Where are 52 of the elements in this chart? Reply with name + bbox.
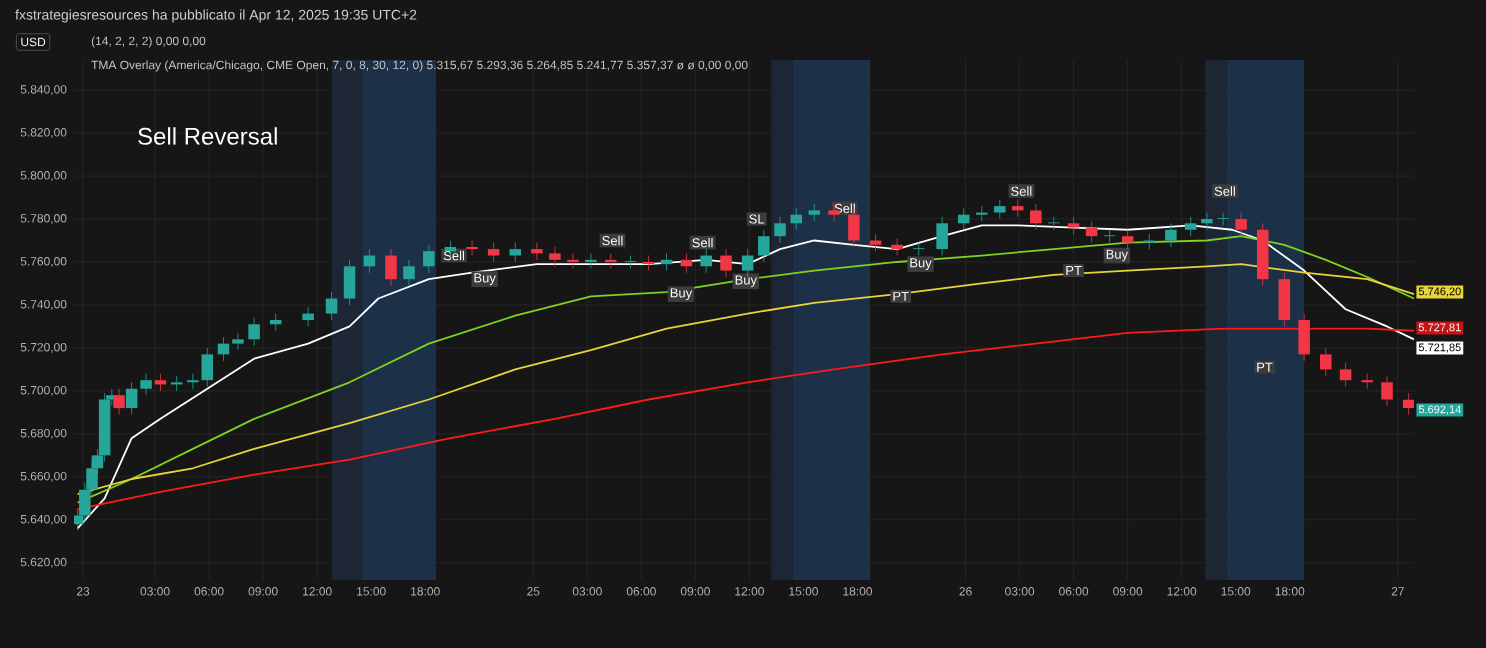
candlestick — [1012, 199, 1024, 218]
annotation: Sell Reversal — [138, 127, 277, 145]
candlestick — [1298, 313, 1310, 362]
candlestick — [531, 242, 543, 261]
candlestick — [423, 244, 435, 274]
candlestick — [758, 229, 770, 263]
candlestick — [549, 246, 561, 267]
candlestick — [248, 317, 260, 347]
candlestick — [1201, 212, 1213, 231]
candlestick — [201, 347, 214, 388]
candlestick — [1184, 216, 1197, 237]
candlestick — [700, 248, 712, 274]
candlestick — [1361, 373, 1373, 390]
candlestick — [585, 252, 597, 269]
candlestick — [976, 205, 988, 222]
candlestick — [343, 259, 356, 306]
candlestick — [487, 242, 500, 263]
candlestick — [720, 248, 732, 278]
candlestick — [1402, 392, 1415, 415]
candlestick — [567, 252, 579, 269]
candlestick — [1217, 212, 1229, 226]
candlestick — [385, 248, 397, 287]
candlestick — [1339, 362, 1352, 388]
candlestick — [741, 248, 754, 278]
candlestick — [1278, 272, 1291, 327]
candlestick — [1048, 216, 1060, 231]
candlestick — [1235, 212, 1247, 237]
candlestick — [624, 255, 637, 269]
candlestick — [936, 216, 948, 256]
candlestick — [1381, 375, 1393, 407]
candlestick — [1030, 203, 1042, 231]
candlestick — [232, 332, 244, 351]
candlestick — [325, 291, 338, 321]
candlestick — [140, 373, 152, 396]
candlestick — [187, 373, 199, 390]
candlestick — [1320, 347, 1332, 377]
candlestick — [125, 381, 138, 415]
candlestick — [403, 259, 415, 287]
candlestick — [1165, 222, 1177, 248]
candlestick — [1103, 229, 1116, 244]
candlestick — [912, 242, 925, 256]
candlestick — [790, 207, 803, 231]
candlestick — [604, 252, 617, 269]
candlestick — [891, 237, 903, 256]
candlestick — [509, 242, 522, 263]
candlestick — [466, 240, 478, 256]
candlestick — [1121, 229, 1134, 250]
candlestick — [994, 199, 1006, 220]
candlestick — [302, 306, 314, 327]
candlestick — [1143, 233, 1156, 250]
candlestick — [957, 207, 970, 231]
candlestick — [774, 216, 786, 244]
